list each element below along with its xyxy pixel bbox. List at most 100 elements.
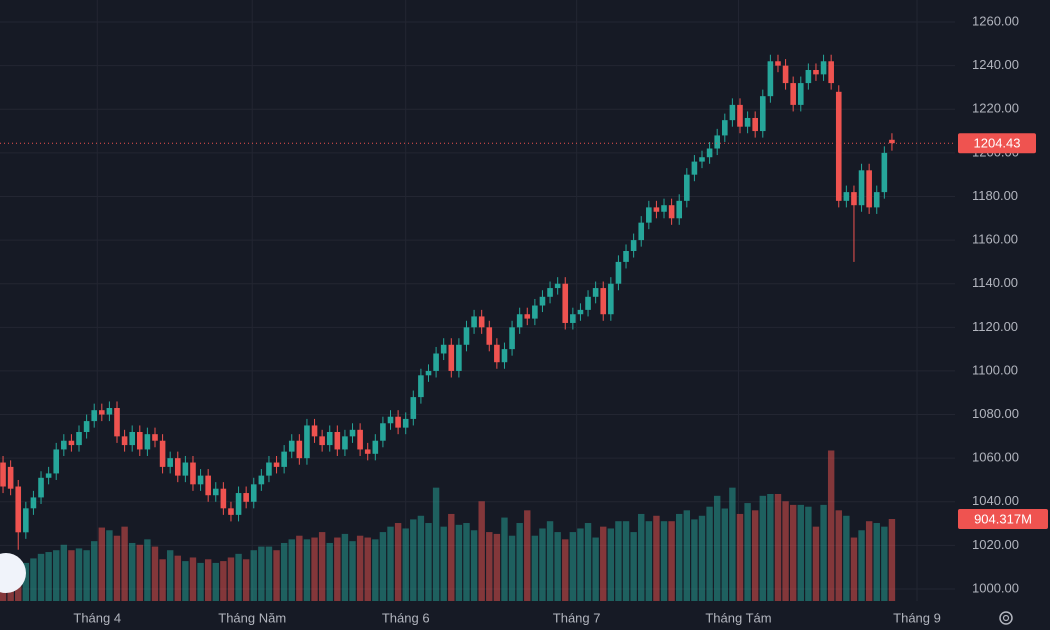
candle-body xyxy=(372,440,379,454)
candle-body xyxy=(326,431,333,446)
volume-bar xyxy=(75,548,83,601)
axes: 1000.00 1020.00 1040.00 1060.00 1080.00 1100.… xyxy=(0,13,1048,625)
volume-bar xyxy=(364,537,371,601)
candle-body xyxy=(797,83,804,105)
candle-body xyxy=(357,429,363,450)
candle-body xyxy=(152,434,158,441)
y-tick-label: 1180.00 xyxy=(972,188,1018,203)
candle-body xyxy=(190,462,196,485)
volume-bar xyxy=(691,519,698,601)
last-price-label: 1204.43 xyxy=(974,136,1021,151)
y-tick-label: 1040.00 xyxy=(972,493,1019,508)
volume-bar xyxy=(280,542,288,601)
volume-bar xyxy=(881,526,888,601)
candle-body xyxy=(342,436,348,450)
candle-body xyxy=(380,423,386,441)
candle-body xyxy=(174,458,181,476)
candle-body xyxy=(456,344,462,371)
volume-bar xyxy=(751,510,759,601)
volume-bar xyxy=(607,528,615,601)
volume-bar xyxy=(197,562,204,601)
volume-bar xyxy=(174,555,181,601)
candle-body xyxy=(585,296,591,310)
volume-bar xyxy=(782,501,789,601)
candle-body xyxy=(668,205,675,219)
candle-body xyxy=(539,296,546,306)
candle-body xyxy=(205,475,211,496)
candle-body xyxy=(843,192,850,201)
grid xyxy=(0,0,955,601)
candle-body xyxy=(813,70,819,75)
last-volume-label: 904.317M xyxy=(974,511,1032,526)
volume-bar xyxy=(356,535,364,601)
candle-body xyxy=(304,425,310,459)
candle-body xyxy=(129,431,135,446)
volume-bar xyxy=(653,515,660,601)
volume-bar xyxy=(60,544,68,601)
candle-body xyxy=(418,375,424,398)
candle-body xyxy=(228,508,234,515)
candle-body xyxy=(99,410,105,415)
candle-body xyxy=(638,222,645,241)
volume-bar xyxy=(531,535,539,601)
candle-body xyxy=(509,327,515,350)
candle-body xyxy=(775,61,781,66)
candle-body xyxy=(866,170,872,208)
volume-bar xyxy=(113,535,121,601)
volume-bar xyxy=(417,515,425,601)
x-tick-label: Tháng 4 xyxy=(73,610,121,625)
candle-body xyxy=(182,462,189,476)
y-tick-label: 1260.00 xyxy=(972,13,1019,28)
candle-body xyxy=(661,205,667,212)
settings-icon[interactable] xyxy=(999,611,1013,625)
volume-bar xyxy=(296,535,303,601)
y-tick-label: 1020.00 xyxy=(972,537,1019,552)
volume-bar xyxy=(455,524,463,601)
y-tick-label: 1000.00 xyxy=(972,580,1019,595)
y-tick-label: 1080.00 xyxy=(972,406,1019,421)
volume-bar xyxy=(440,526,447,601)
volume-bar xyxy=(805,506,812,601)
volume-bar xyxy=(463,523,470,601)
volume-bar xyxy=(242,559,250,601)
volume-bar xyxy=(68,550,75,601)
candle-body xyxy=(281,451,287,467)
volume-bar xyxy=(736,513,744,601)
candle-body xyxy=(387,416,394,424)
candle-body xyxy=(532,305,538,319)
volume-bar xyxy=(577,528,584,601)
volume-bar xyxy=(136,544,143,601)
x-tick-label: Tháng 9 xyxy=(893,610,941,625)
candle-body xyxy=(23,508,29,533)
candle-body xyxy=(592,288,599,297)
volume-bar xyxy=(22,562,30,601)
candle-body xyxy=(501,349,508,363)
candle-body xyxy=(577,309,584,315)
x-tick-label: Tháng Tám xyxy=(705,610,771,625)
candle-body xyxy=(364,449,371,454)
volume-bar xyxy=(873,523,880,601)
volume-bar xyxy=(812,526,820,601)
candle-body xyxy=(38,477,44,498)
volume-bar xyxy=(858,530,865,601)
candle-body xyxy=(167,458,173,467)
candle-body xyxy=(250,484,257,502)
candle-body xyxy=(30,497,37,509)
volume-bar xyxy=(600,526,607,601)
candle-body xyxy=(759,96,766,132)
volume-bar xyxy=(562,539,569,601)
candle-body xyxy=(61,440,67,450)
candle-body xyxy=(91,410,98,422)
candle-body xyxy=(623,250,629,262)
volume-layer xyxy=(0,450,896,601)
gear-hub xyxy=(1002,614,1010,622)
volume-bar xyxy=(713,495,721,601)
volume-bar xyxy=(448,513,455,601)
candle-body xyxy=(608,283,614,315)
volume-bar xyxy=(774,494,782,601)
volume-bar xyxy=(37,553,45,601)
volume-bar xyxy=(326,542,333,601)
volume-bar xyxy=(835,510,842,601)
volume-bar xyxy=(660,521,668,601)
volume-bar xyxy=(349,541,356,601)
